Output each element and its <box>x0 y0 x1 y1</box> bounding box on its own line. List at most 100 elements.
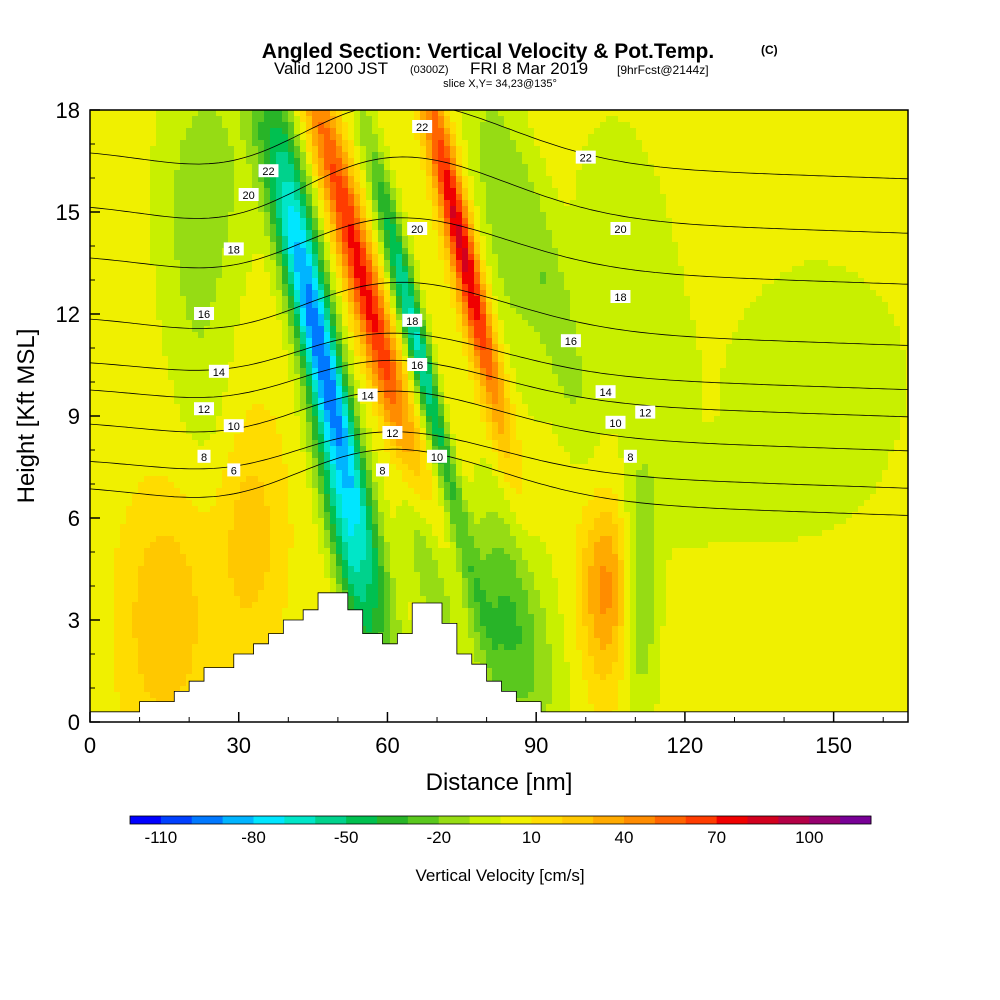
velocity-cell <box>174 446 181 453</box>
velocity-cell <box>156 554 163 561</box>
velocity-cell <box>222 332 229 339</box>
velocity-cell <box>342 152 349 159</box>
velocity-cell <box>108 464 115 471</box>
velocity-cell <box>162 650 169 657</box>
velocity-cell <box>360 512 367 519</box>
velocity-cell <box>234 644 241 651</box>
velocity-cell <box>348 440 355 447</box>
velocity-cell <box>234 230 241 237</box>
velocity-cell <box>324 176 331 183</box>
velocity-cell <box>240 374 247 381</box>
velocity-cell <box>258 140 265 147</box>
velocity-cell <box>216 224 223 231</box>
velocity-cell <box>96 134 103 141</box>
velocity-cell <box>180 116 187 123</box>
velocity-cell <box>252 416 259 423</box>
velocity-cell <box>102 188 109 195</box>
velocity-cell <box>192 206 199 213</box>
velocity-cell <box>366 554 373 561</box>
velocity-cell <box>252 374 259 381</box>
velocity-cell <box>228 482 235 489</box>
velocity-cell <box>150 290 157 297</box>
velocity-cell <box>126 380 133 387</box>
velocity-cell <box>198 224 205 231</box>
velocity-cell <box>138 434 145 441</box>
velocity-cell <box>108 116 115 123</box>
velocity-cell <box>186 614 193 621</box>
velocity-cell <box>192 254 199 261</box>
velocity-cell <box>360 518 367 525</box>
velocity-cell <box>300 578 307 585</box>
velocity-cell <box>252 224 259 231</box>
velocity-cell <box>216 506 223 513</box>
velocity-cell <box>378 290 385 297</box>
velocity-cell <box>270 188 277 195</box>
velocity-cell <box>246 506 253 513</box>
velocity-cell <box>174 482 181 489</box>
velocity-cell <box>252 146 259 153</box>
velocity-cell <box>120 680 127 687</box>
velocity-cell <box>288 248 295 255</box>
velocity-cell <box>252 140 259 147</box>
velocity-cell <box>132 368 139 375</box>
velocity-cell <box>282 542 289 549</box>
velocity-cell <box>240 224 247 231</box>
velocity-cell <box>168 230 175 237</box>
velocity-cell <box>168 446 175 453</box>
velocity-cell <box>336 116 343 123</box>
velocity-cell <box>300 242 307 249</box>
velocity-cell <box>246 272 253 279</box>
velocity-cell <box>156 566 163 573</box>
velocity-cell <box>246 254 253 261</box>
velocity-cell <box>216 386 223 393</box>
velocity-cell <box>276 398 283 405</box>
velocity-cell <box>120 596 127 603</box>
velocity-cell <box>264 560 271 567</box>
velocity-cell <box>144 668 151 675</box>
velocity-cell <box>246 230 253 237</box>
velocity-cell <box>306 338 313 345</box>
velocity-cell <box>258 422 265 429</box>
velocity-cell <box>360 560 367 567</box>
velocity-cell <box>138 452 145 459</box>
velocity-cell <box>330 200 337 207</box>
velocity-cell <box>348 410 355 417</box>
velocity-cell <box>378 116 385 123</box>
velocity-cell <box>234 620 241 627</box>
velocity-cell <box>330 218 337 225</box>
velocity-cell <box>306 560 313 567</box>
velocity-cell <box>246 110 253 117</box>
velocity-cell <box>294 254 301 261</box>
velocity-cell <box>126 176 133 183</box>
velocity-cell <box>168 542 175 549</box>
velocity-cell <box>348 344 355 351</box>
velocity-cell <box>180 164 187 171</box>
velocity-cell <box>246 134 253 141</box>
velocity-cell <box>276 530 283 537</box>
velocity-cell <box>288 146 295 153</box>
velocity-cell <box>300 176 307 183</box>
velocity-cell <box>198 338 205 345</box>
velocity-cell <box>294 452 301 459</box>
velocity-cell <box>216 350 223 357</box>
velocity-cell <box>294 206 301 213</box>
velocity-cell <box>288 314 295 321</box>
velocity-cell <box>294 578 301 585</box>
velocity-cell <box>144 368 151 375</box>
velocity-cell <box>264 566 271 573</box>
velocity-cell <box>228 152 235 159</box>
velocity-cell <box>294 434 301 441</box>
velocity-cell <box>102 320 109 327</box>
velocity-cell <box>330 446 337 453</box>
velocity-cell <box>102 572 109 579</box>
velocity-cell <box>144 452 151 459</box>
velocity-cell <box>126 218 133 225</box>
velocity-cell <box>300 470 307 477</box>
velocity-cell <box>204 338 211 345</box>
velocity-cell <box>252 380 259 387</box>
velocity-cell <box>96 686 103 693</box>
velocity-cell <box>270 362 277 369</box>
velocity-cell <box>120 338 127 345</box>
velocity-cell <box>168 686 175 693</box>
velocity-cell <box>174 140 181 147</box>
